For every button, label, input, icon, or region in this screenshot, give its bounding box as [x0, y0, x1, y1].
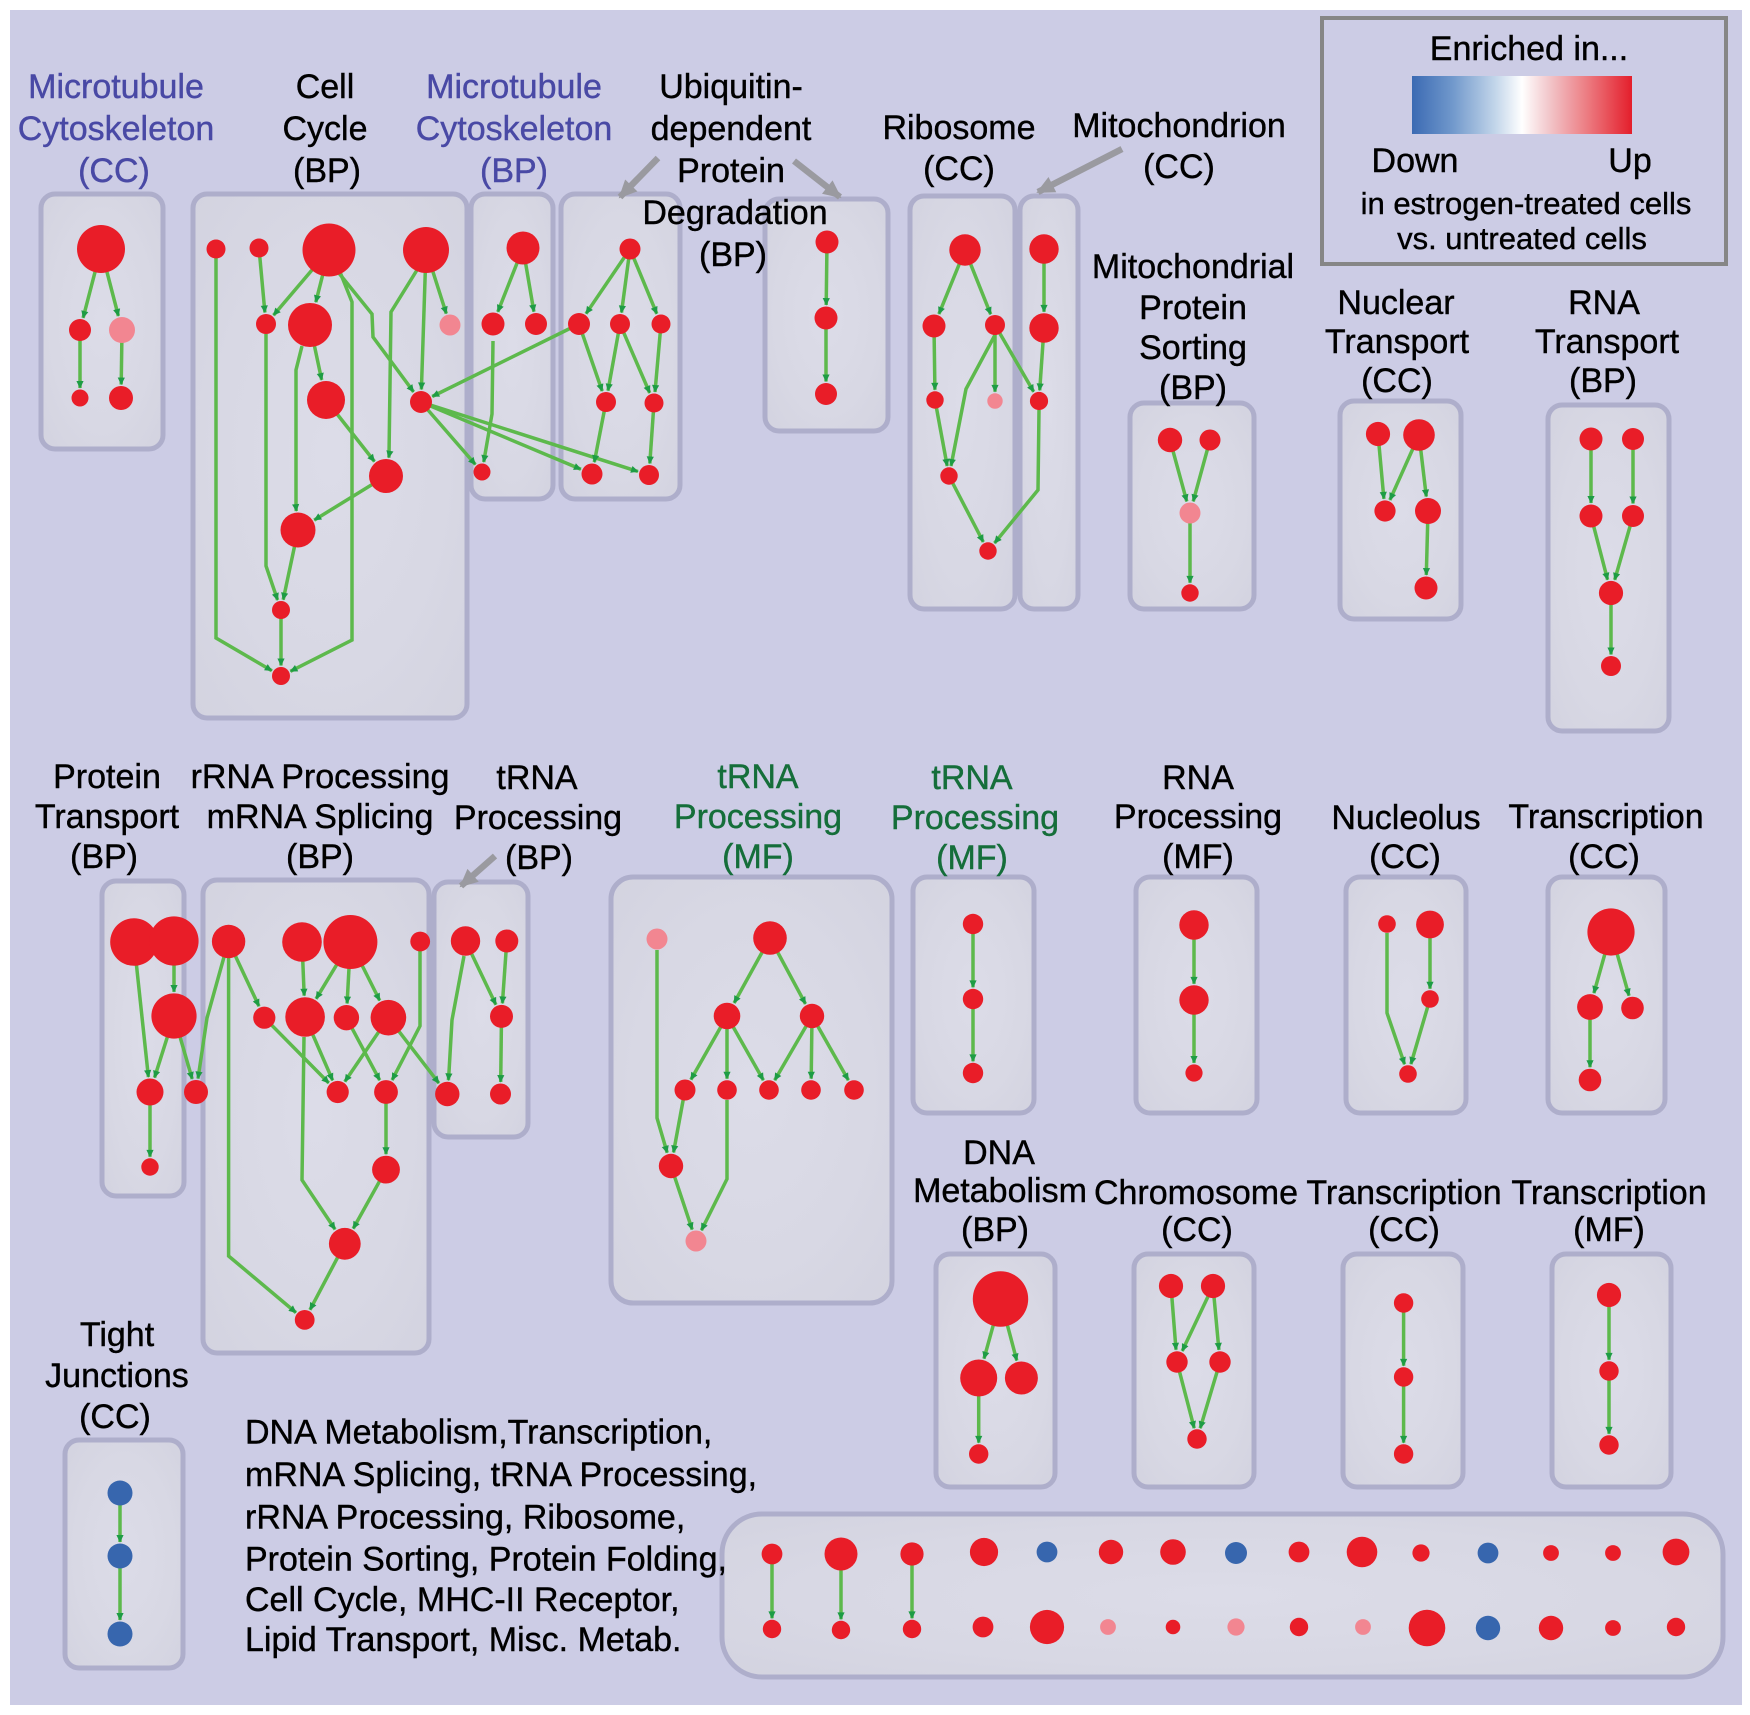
- svg-text:(BP): (BP): [1159, 369, 1227, 407]
- svg-text:(MF): (MF): [722, 838, 794, 876]
- svg-text:(BP): (BP): [70, 838, 138, 876]
- svg-text:(CC): (CC): [78, 152, 150, 190]
- svg-text:Processing: Processing: [674, 798, 842, 836]
- svg-text:Chromosome: Chromosome: [1094, 1174, 1298, 1212]
- svg-text:Lipid Transport, Misc. Metab.: Lipid Transport, Misc. Metab.: [245, 1621, 682, 1659]
- svg-text:in estrogen-treated cells: in estrogen-treated cells: [1361, 186, 1692, 221]
- svg-text:(CC): (CC): [1161, 1211, 1233, 1249]
- svg-text:rRNA Processing, Ribosome,: rRNA Processing, Ribosome,: [245, 1498, 685, 1536]
- svg-text:Microtubule: Microtubule: [426, 68, 602, 106]
- svg-text:Transport: Transport: [1535, 323, 1680, 361]
- svg-text:Up: Up: [1608, 142, 1651, 180]
- svg-text:Down: Down: [1372, 142, 1459, 180]
- svg-text:Sorting: Sorting: [1139, 329, 1247, 367]
- svg-text:Ribosome: Ribosome: [882, 109, 1035, 147]
- svg-text:(BP): (BP): [286, 838, 354, 876]
- svg-text:(BP): (BP): [480, 152, 548, 190]
- svg-text:rRNA Processing: rRNA Processing: [191, 758, 450, 796]
- svg-text:Junctions: Junctions: [45, 1357, 189, 1395]
- svg-text:tRNA: tRNA: [931, 759, 1013, 797]
- svg-text:(CC): (CC): [923, 150, 995, 188]
- svg-text:(BP): (BP): [961, 1211, 1029, 1249]
- svg-text:Metabolism: Metabolism: [913, 1172, 1087, 1210]
- svg-text:Transcription: Transcription: [1306, 1174, 1501, 1212]
- svg-text:Degradation: Degradation: [642, 194, 827, 232]
- svg-text:tRNA: tRNA: [717, 758, 799, 796]
- svg-text:Transport: Transport: [35, 798, 180, 836]
- svg-text:(CC): (CC): [1361, 362, 1433, 400]
- svg-text:Nuclear: Nuclear: [1337, 284, 1454, 322]
- svg-text:(CC): (CC): [79, 1398, 151, 1436]
- svg-text:(CC): (CC): [1143, 148, 1215, 186]
- svg-text:(MF): (MF): [936, 839, 1008, 877]
- svg-text:(CC): (CC): [1369, 838, 1441, 876]
- svg-text:Protein: Protein: [677, 152, 785, 190]
- svg-text:Transcription: Transcription: [1508, 798, 1703, 836]
- svg-text:(BP): (BP): [699, 236, 767, 274]
- svg-text:Ubiquitin-: Ubiquitin-: [659, 68, 803, 106]
- svg-text:Protein Sorting, Protein Foldi: Protein Sorting, Protein Folding,: [245, 1541, 727, 1579]
- svg-text:Nucleolus: Nucleolus: [1331, 799, 1480, 837]
- svg-text:RNA: RNA: [1568, 284, 1640, 322]
- svg-text:(CC): (CC): [1568, 838, 1640, 876]
- svg-text:Mitochondrion: Mitochondrion: [1072, 107, 1286, 145]
- svg-text:Mitochondrial: Mitochondrial: [1092, 248, 1294, 286]
- svg-text:Cytoskeleton: Cytoskeleton: [18, 110, 215, 148]
- svg-text:(BP): (BP): [293, 152, 361, 190]
- svg-text:Protein: Protein: [53, 758, 161, 796]
- svg-text:Transcription: Transcription: [1511, 1174, 1706, 1212]
- svg-text:(BP): (BP): [1569, 362, 1637, 400]
- svg-text:Processing: Processing: [454, 799, 622, 837]
- svg-text:mRNA Splicing, tRNA Processing: mRNA Splicing, tRNA Processing,: [245, 1456, 757, 1494]
- svg-text:Enriched in...: Enriched in...: [1430, 30, 1628, 68]
- svg-text:Tight: Tight: [80, 1316, 155, 1354]
- svg-text:Processing: Processing: [891, 799, 1059, 837]
- svg-text:DNA Metabolism,Transcription,: DNA Metabolism,Transcription,: [245, 1414, 712, 1452]
- svg-text:Microtubule: Microtubule: [28, 68, 204, 106]
- svg-text:(CC): (CC): [1368, 1211, 1440, 1249]
- svg-text:DNA: DNA: [963, 1134, 1035, 1172]
- svg-text:mRNA Splicing: mRNA Splicing: [207, 798, 434, 836]
- svg-text:Transport: Transport: [1325, 323, 1470, 361]
- svg-text:Cell: Cell: [296, 68, 355, 106]
- svg-text:(MF): (MF): [1573, 1211, 1645, 1249]
- svg-text:RNA: RNA: [1162, 759, 1234, 797]
- svg-text:dependent: dependent: [651, 110, 812, 148]
- svg-text:Cycle: Cycle: [282, 110, 367, 148]
- svg-text:tRNA: tRNA: [496, 759, 578, 797]
- svg-text:vs. untreated cells: vs. untreated cells: [1397, 221, 1647, 256]
- svg-text:(BP): (BP): [505, 839, 573, 877]
- svg-text:Processing: Processing: [1114, 798, 1282, 836]
- svg-text:Cell Cycle, MHC-II Receptor,: Cell Cycle, MHC-II Receptor,: [245, 1581, 680, 1619]
- svg-text:Cytoskeleton: Cytoskeleton: [416, 110, 613, 148]
- svg-text:(MF): (MF): [1162, 838, 1234, 876]
- svg-text:Protein: Protein: [1139, 289, 1247, 327]
